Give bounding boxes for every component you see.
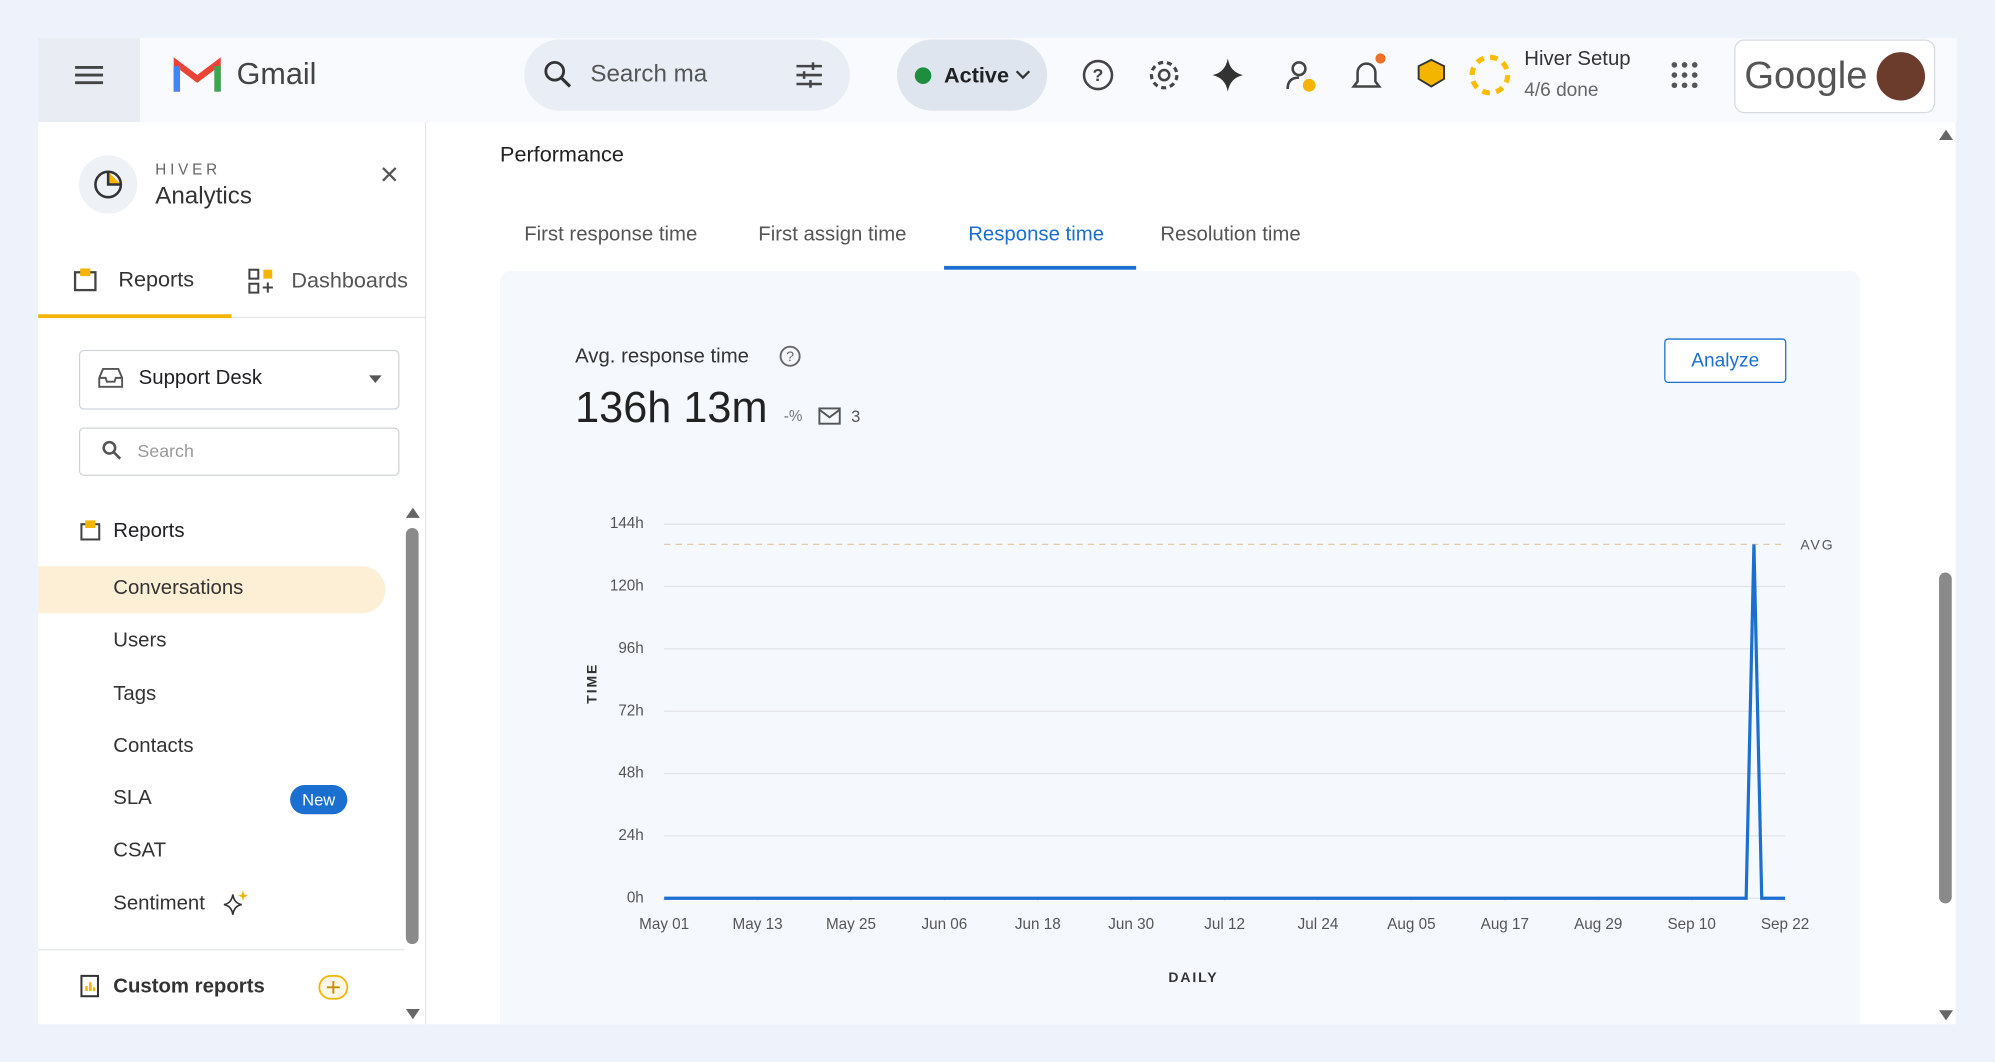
brand-label: HIVER: [155, 160, 221, 179]
nav-item[interactable]: Tags: [113, 683, 157, 705]
avatar[interactable]: [1876, 52, 1926, 101]
reports-tab-icon: [73, 268, 97, 292]
filter-icon[interactable]: [794, 60, 825, 91]
report-tab[interactable]: Resolution time: [1160, 223, 1301, 246]
y-tick-label: 72h: [618, 702, 643, 719]
custom-reports-icon: [80, 974, 99, 998]
avg-label: AVG: [1800, 536, 1834, 552]
status-label: Active: [944, 63, 1009, 88]
page-heading: Performance: [500, 142, 624, 167]
divider: [38, 949, 405, 951]
report-tab[interactable]: First response time: [524, 223, 698, 246]
x-tick-label: Aug 17: [1481, 916, 1529, 933]
y-tick-label: 48h: [618, 765, 643, 782]
metric-count: 3: [851, 406, 861, 426]
nav-highlight: [38, 566, 386, 614]
brand: Google: [1744, 54, 1868, 97]
x-tick-label: Aug 29: [1574, 916, 1622, 933]
search-icon: [102, 440, 122, 460]
sidebar-title: Analytics: [155, 183, 252, 210]
mail-icon: [818, 407, 841, 425]
close-icon[interactable]: [380, 165, 398, 183]
report-tab[interactable]: First assign time: [758, 223, 907, 246]
nav-item[interactable]: CSAT: [113, 839, 167, 862]
sparkle-icon: [223, 890, 249, 915]
x-tick-label: Sep 10: [1667, 916, 1715, 933]
x-tick-label: Jun 06: [921, 916, 967, 933]
x-tick-label: Sep 22: [1761, 916, 1809, 933]
y-tick-label: 144h: [610, 515, 644, 532]
x-tick-label: Jul 24: [1298, 916, 1339, 933]
gmail-logo: [173, 57, 221, 92]
inbox-name: Support Desk: [138, 367, 263, 390]
x-axis-title: DAILY: [1168, 969, 1218, 985]
dashboards-tab-icon: [248, 268, 273, 294]
setup-title: Hiver Setup: [1524, 48, 1631, 70]
y-tick-label: 0h: [627, 889, 644, 906]
metric-change: -%: [783, 407, 803, 425]
x-tick-label: Aug 05: [1387, 916, 1435, 933]
status-dot: [914, 67, 932, 84]
setup-progress: 4/6 done: [1524, 79, 1599, 102]
nav-item[interactable]: Users: [113, 629, 167, 652]
y-axis-title: TIME: [584, 663, 600, 704]
line: [664, 544, 1786, 900]
nav-item[interactable]: Conversations: [113, 577, 244, 600]
apps-icon[interactable]: [1671, 61, 1699, 89]
x-tick-label: Jun 18: [1015, 916, 1061, 933]
section-title: Reports: [113, 520, 185, 543]
svg-text:?: ?: [1093, 65, 1104, 85]
add-icon[interactable]: [318, 974, 349, 1000]
tab-underline: [38, 314, 232, 319]
nav-item[interactable]: Contacts: [113, 735, 194, 758]
help-icon[interactable]: ?: [779, 345, 802, 368]
nav-item[interactable]: Sentiment: [113, 893, 205, 915]
dropdown-arrow: [368, 375, 382, 383]
report-tab[interactable]: Response time: [968, 223, 1105, 246]
tab[interactable]: Reports: [118, 267, 195, 292]
sidebar-scrollbar[interactable]: [405, 528, 419, 945]
custom-reports[interactable]: Custom reports: [113, 975, 265, 998]
y-tick-label: 96h: [618, 640, 643, 657]
tab[interactable]: Dashboards: [291, 268, 408, 293]
app-name: Gmail: [236, 57, 317, 92]
menu-icon: [75, 66, 104, 85]
analyze-button[interactable]: Analyze: [1664, 338, 1787, 383]
search-bar[interactable]: [524, 39, 850, 111]
chevron: [1015, 70, 1031, 80]
nav-item[interactable]: SLA: [113, 787, 152, 810]
menu-button[interactable]: [38, 38, 140, 123]
section-icon: [80, 520, 101, 541]
sidebar-search[interactable]: [78, 427, 400, 476]
y-tick-label: 24h: [618, 827, 643, 844]
main-scrollbar[interactable]: [1939, 572, 1952, 904]
x-tick-label: May 01: [639, 916, 689, 933]
new-badge: New: [290, 785, 348, 815]
x-tick-label: May 13: [733, 916, 783, 933]
hiver-logo: [78, 155, 138, 214]
metric-title: Avg. response time: [575, 346, 749, 368]
search-icon: [544, 60, 572, 88]
x-tick-label: May 25: [826, 916, 876, 933]
divider: [231, 316, 425, 319]
x-tick-label: Jul 12: [1204, 916, 1245, 933]
inbox-icon: [98, 368, 124, 388]
metric-value: 136h 13m: [575, 383, 768, 432]
x-tick-label: Jun 30: [1108, 916, 1154, 933]
tab-underline: [944, 265, 1137, 270]
inbox-dropdown[interactable]: [78, 349, 400, 410]
search-placeholder: Search: [137, 440, 194, 461]
search-placeholder: Search ma: [590, 61, 708, 88]
svg-text:?: ?: [786, 348, 794, 364]
toolbar-icons[interactable]: ?: [1069, 51, 1527, 102]
y-tick-label: 120h: [610, 578, 644, 595]
